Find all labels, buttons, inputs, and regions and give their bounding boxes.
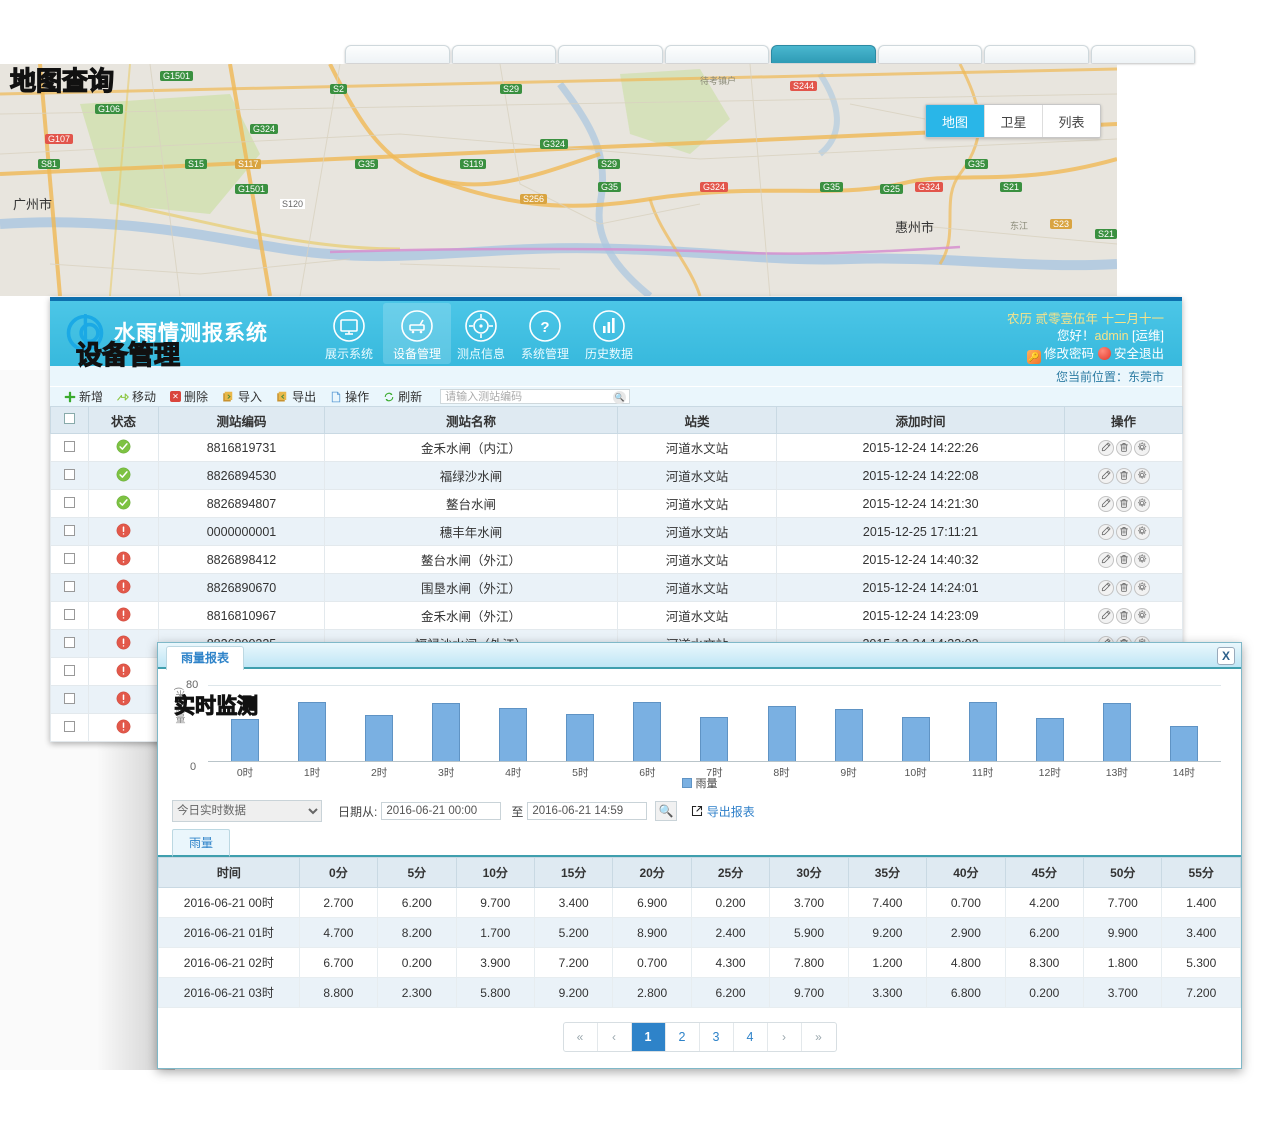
svg-text:待考镇户: 待考镇户 — [700, 75, 736, 86]
svg-text:东江: 东江 — [1010, 220, 1028, 231]
svg-text:?: ? — [540, 319, 549, 336]
